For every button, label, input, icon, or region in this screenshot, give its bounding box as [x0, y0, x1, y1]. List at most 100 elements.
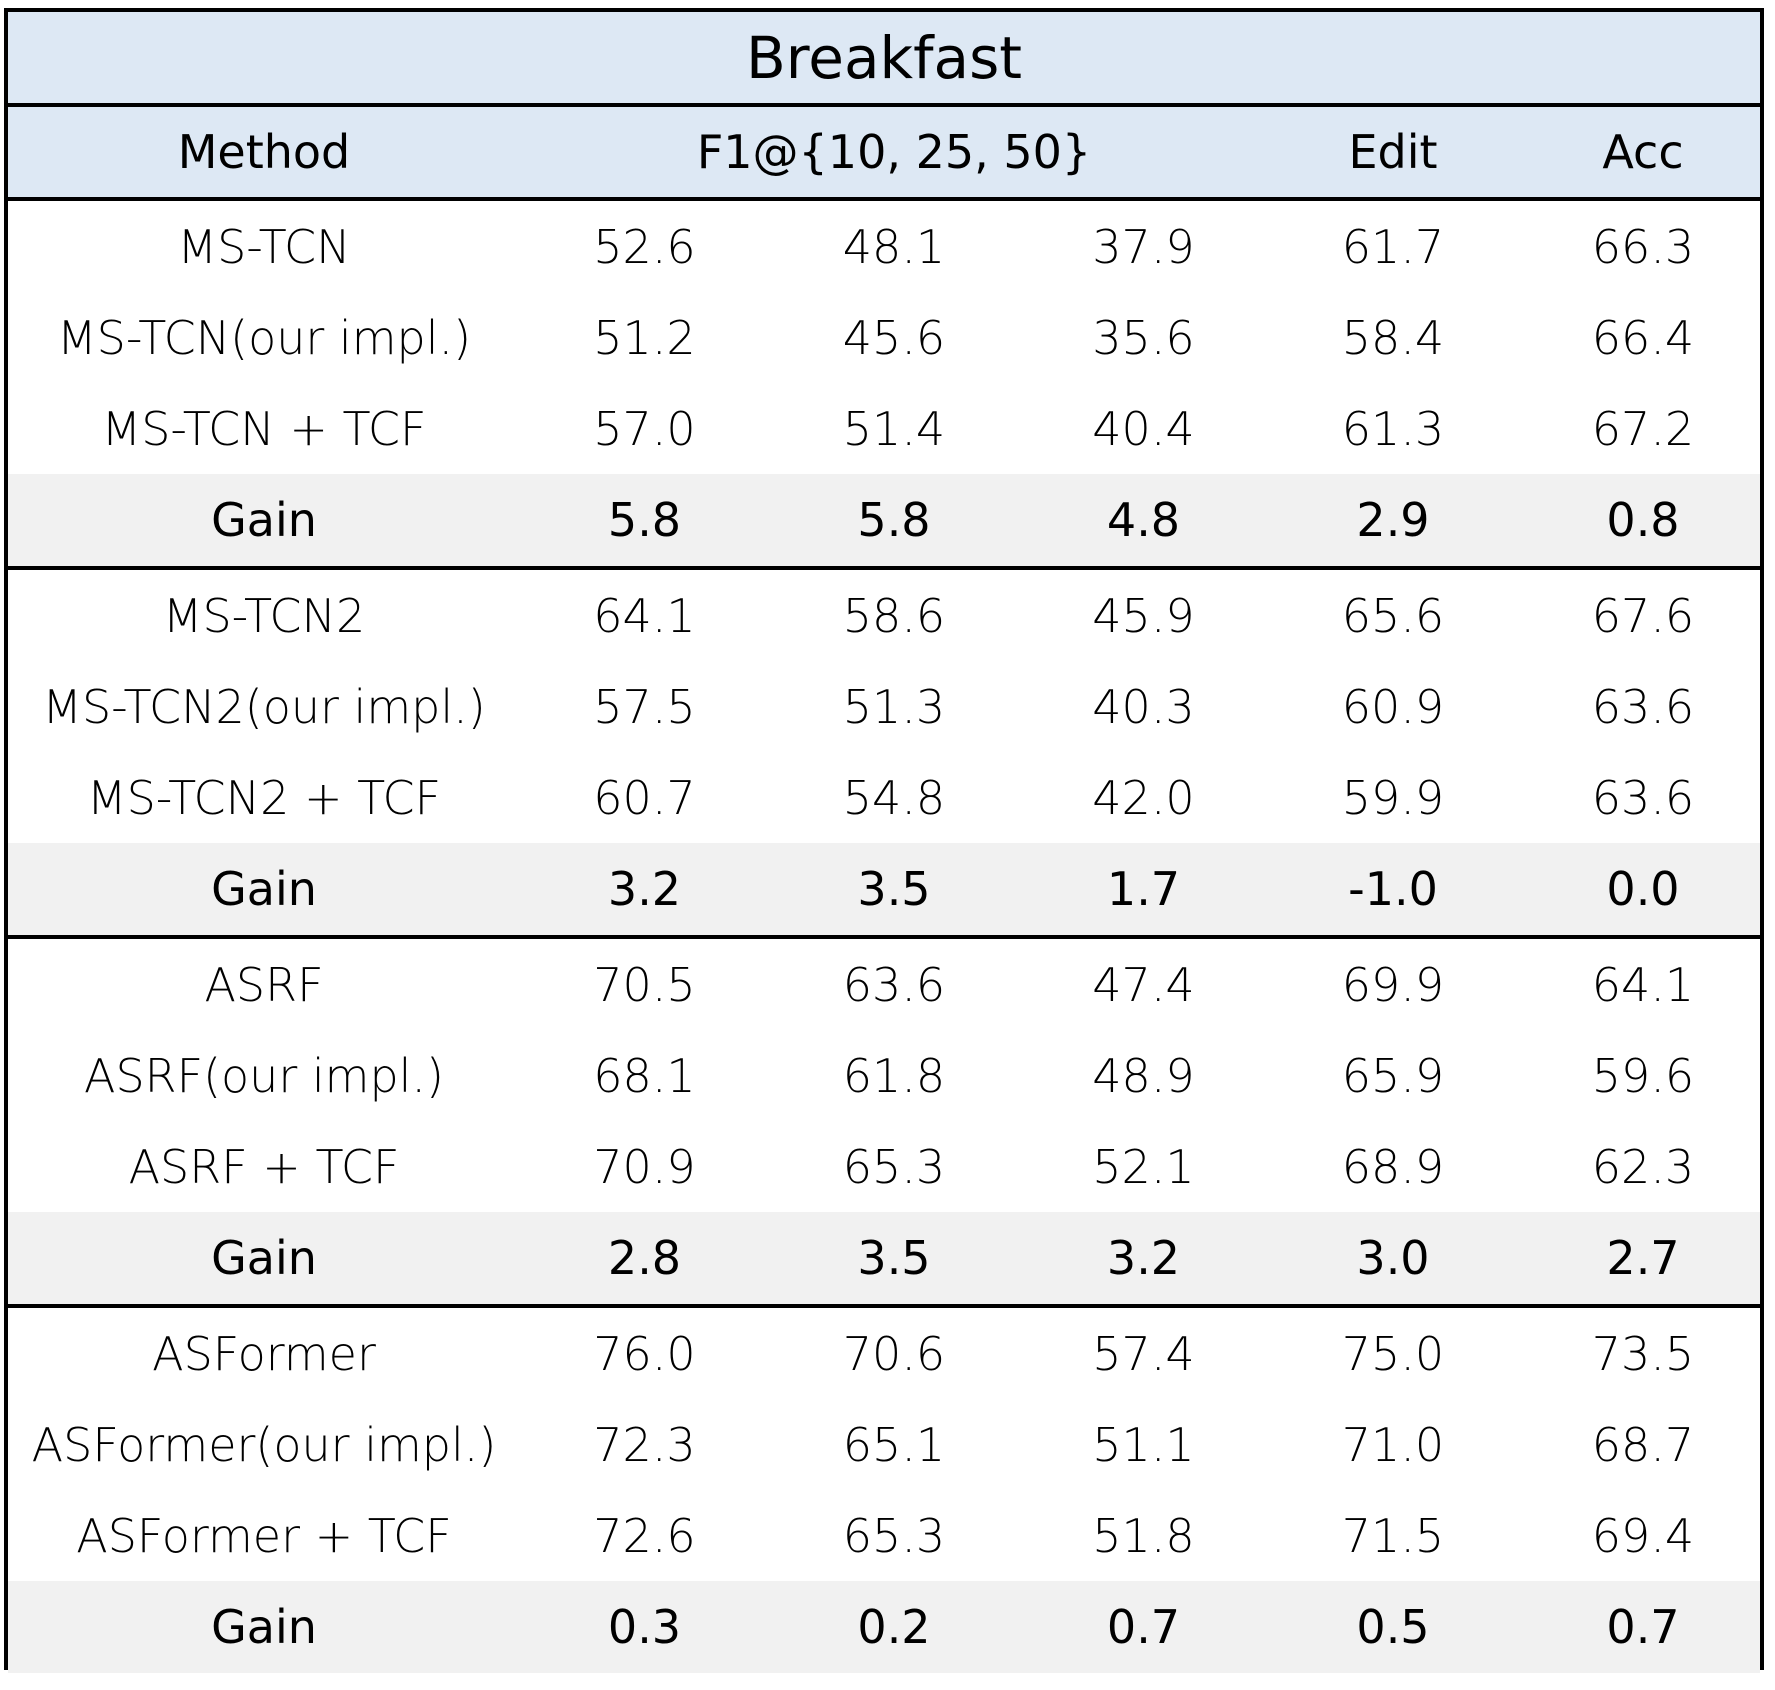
cell-f1-25: 61.8 — [842, 1048, 946, 1103]
cell-edit: 69.9 — [1341, 957, 1445, 1012]
cell-method: MS-TCN + TCF — [101, 401, 427, 456]
cell-edit: 61.7 — [1341, 219, 1445, 274]
cell-method: Gain — [211, 1231, 317, 1285]
cell-edit: 60.9 — [1341, 679, 1445, 734]
cell-f1-50: 45.9 — [1092, 588, 1195, 643]
cell-edit: 71.5 — [1341, 1508, 1445, 1563]
table-row: ASRF + TCF 70.9 65.3 52.1 68.9 62.3 — [8, 1121, 1760, 1212]
table-row: MS-TCN2 64.1 58.6 45.9 65.6 67.6 — [8, 570, 1760, 661]
cell-method: ASRF + TCF — [128, 1139, 400, 1194]
cell-edit: 65.9 — [1341, 1048, 1445, 1103]
cell-method: ASRF(our impl.) — [83, 1048, 444, 1103]
cell-acc: 63.6 — [1591, 770, 1695, 825]
cell-acc: 64.1 — [1591, 957, 1695, 1012]
table-row: ASFormer 76.0 70.6 57.4 75.0 73.5 — [8, 1308, 1760, 1399]
cell-f1-25: 65.1 — [842, 1417, 946, 1472]
table-row: MS-TCN + TCF 57.0 51.4 40.4 61.3 67.2 — [8, 383, 1760, 474]
cell-acc: 62.3 — [1591, 1139, 1695, 1194]
cell-acc: 73.5 — [1591, 1326, 1695, 1381]
method-group: ASFormer 76.0 70.6 57.4 75.0 73.5 ASFormer(our… — [8, 1304, 1760, 1673]
cell-acc: 68.7 — [1591, 1417, 1695, 1472]
cell-edit: 65.6 — [1341, 588, 1445, 643]
cell-f1-50: 48.9 — [1092, 1048, 1195, 1103]
cell-acc: 0.8 — [1606, 493, 1680, 547]
cell-f1-25: 54.8 — [842, 770, 946, 825]
cell-acc: 66.4 — [1591, 310, 1695, 365]
cell-acc: 69.4 — [1591, 1508, 1695, 1563]
cell-method: Gain — [211, 493, 317, 547]
cell-f1-50: 42.0 — [1092, 770, 1195, 825]
table-row: MS-TCN(our impl.) 51.2 45.6 35.6 58.4 66.4 — [8, 292, 1760, 383]
cell-edit: 68.9 — [1341, 1139, 1445, 1194]
cell-f1-10: 5.8 — [607, 493, 682, 547]
header-edit: Edit — [1348, 125, 1438, 179]
cell-f1-25: 65.3 — [842, 1139, 946, 1194]
table-row: MS-TCN2(our impl.) 57.5 51.3 40.3 60.9 63.6 — [8, 661, 1760, 752]
gain-row: Gain 2.8 3.5 3.2 3.0 2.7 — [8, 1212, 1760, 1304]
cell-f1-25: 70.6 — [842, 1326, 946, 1381]
cell-f1-10: 72.3 — [593, 1417, 696, 1472]
cell-acc: 63.6 — [1591, 679, 1695, 734]
gain-row: Gain 0.3 0.2 0.7 0.5 0.7 — [8, 1581, 1760, 1673]
cell-f1-25: 63.6 — [842, 957, 946, 1012]
cell-method: MS-TCN2(our impl.) — [42, 679, 486, 734]
cell-f1-25: 5.8 — [857, 493, 931, 547]
cell-acc: 59.6 — [1591, 1048, 1695, 1103]
cell-method: Gain — [211, 862, 317, 916]
cell-f1-50: 35.6 — [1092, 310, 1195, 365]
gain-row: Gain 5.8 5.8 4.8 2.9 0.8 — [8, 474, 1760, 566]
cell-f1-50: 37.9 — [1092, 219, 1195, 274]
table-body: MS-TCN 52.6 48.1 37.9 61.7 66.3 MS-TCN(our imp… — [8, 201, 1760, 1673]
cell-f1-25: 0.2 — [857, 1600, 931, 1654]
method-group: MS-TCN2 64.1 58.6 45.9 65.6 67.6 MS-TCN2(our i… — [8, 566, 1760, 935]
cell-f1-50: 52.1 — [1092, 1139, 1195, 1194]
cell-f1-25: 58.6 — [842, 588, 946, 643]
cell-f1-25: 51.3 — [842, 679, 946, 734]
cell-f1-10: 2.8 — [607, 1231, 682, 1285]
cell-f1-50: 51.1 — [1092, 1417, 1195, 1472]
header-acc: Acc — [1602, 125, 1684, 179]
results-table: Breakfast Method F1@{10, 25, 50} Edit Ac… — [4, 8, 1764, 1673]
header-method: Method — [177, 125, 351, 179]
cell-f1-50: 57.4 — [1092, 1326, 1195, 1381]
cell-f1-10: 76.0 — [593, 1326, 696, 1381]
cell-f1-50: 47.4 — [1092, 957, 1195, 1012]
cell-method: MS-TCN — [177, 219, 351, 274]
cell-edit: -1.0 — [1348, 862, 1438, 916]
cell-acc: 67.6 — [1591, 588, 1695, 643]
cell-f1-25: 45.6 — [842, 310, 946, 365]
cell-f1-25: 3.5 — [857, 862, 931, 916]
table-row: ASRF(our impl.) 68.1 61.8 48.9 65.9 59.6 — [8, 1030, 1760, 1121]
cell-acc: 2.7 — [1606, 1231, 1680, 1285]
cell-edit: 3.0 — [1356, 1231, 1430, 1285]
table-row: ASRF 70.5 63.6 47.4 69.9 64.1 — [8, 939, 1760, 1030]
cell-f1-10: 70.5 — [593, 957, 696, 1012]
cell-f1-50: 4.8 — [1106, 493, 1181, 547]
cell-f1-50: 40.3 — [1092, 679, 1195, 734]
cell-f1-10: 51.2 — [593, 310, 696, 365]
cell-f1-50: 0.7 — [1106, 1600, 1181, 1654]
cell-f1-25: 65.3 — [842, 1508, 946, 1563]
cell-method: Gain — [211, 1600, 317, 1654]
cell-f1-10: 52.6 — [593, 219, 696, 274]
cell-f1-50: 1.7 — [1106, 862, 1181, 916]
cell-f1-50: 3.2 — [1106, 1231, 1181, 1285]
cell-edit: 2.9 — [1356, 493, 1430, 547]
cell-method: ASFormer + TCF — [76, 1508, 452, 1563]
cell-f1-10: 57.5 — [593, 679, 696, 734]
cell-f1-50: 51.8 — [1092, 1508, 1195, 1563]
cell-edit: 0.5 — [1356, 1600, 1430, 1654]
cell-f1-10: 57.0 — [593, 401, 696, 456]
cell-method: ASRF — [204, 957, 324, 1012]
table-row: MS-TCN2 + TCF 60.7 54.8 42.0 59.9 63.6 — [8, 752, 1760, 843]
cell-acc: 0.0 — [1606, 862, 1680, 916]
cell-f1-10: 0.3 — [607, 1600, 682, 1654]
cell-acc: 66.3 — [1591, 219, 1695, 274]
cell-method: ASFormer(our impl.) — [31, 1417, 497, 1472]
cell-method: MS-TCN2 + TCF — [86, 770, 442, 825]
table-row: ASFormer + TCF 72.6 65.3 51.8 71.5 69.4 — [8, 1490, 1760, 1581]
header-row: Method F1@{10, 25, 50} Edit Acc — [8, 107, 1760, 201]
cell-f1-10: 3.2 — [607, 862, 682, 916]
gain-row: Gain 3.2 3.5 1.7 -1.0 0.0 — [8, 843, 1760, 935]
cell-f1-25: 51.4 — [842, 401, 946, 456]
